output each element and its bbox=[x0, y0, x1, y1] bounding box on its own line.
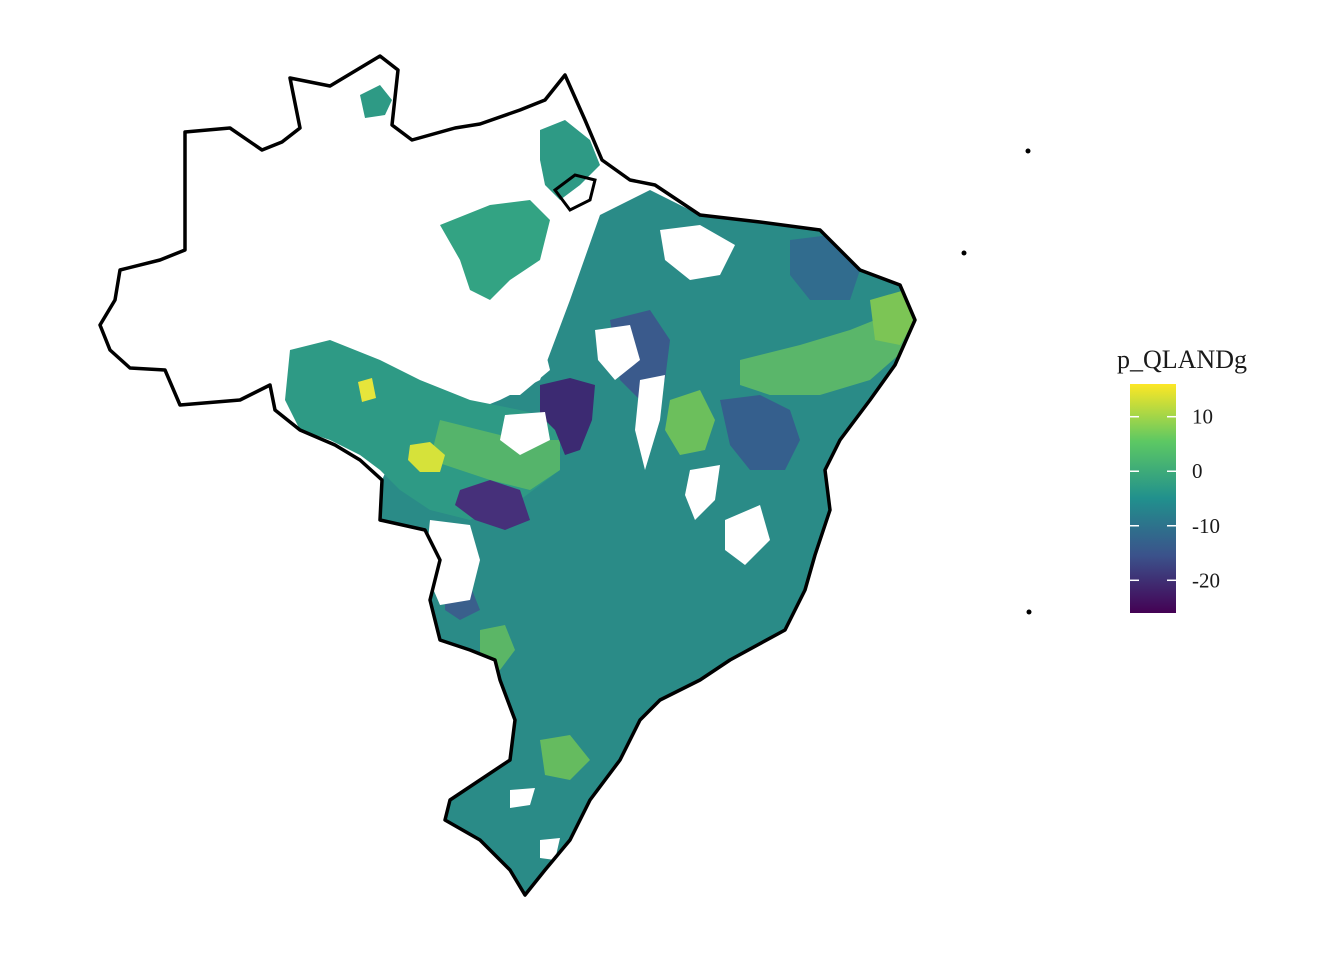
legend-colorbar bbox=[1130, 384, 1176, 613]
gap-ce bbox=[660, 225, 735, 280]
data-raster bbox=[285, 85, 915, 895]
legend-ticks: 10 0 -10 -20 bbox=[1130, 405, 1220, 592]
zone-purple-mt bbox=[455, 480, 530, 530]
legend-title: p_QLANDg bbox=[1117, 345, 1247, 374]
legend: p_QLANDg 10 0 -10 -20 bbox=[1117, 345, 1247, 613]
zone-purple-para bbox=[540, 378, 595, 455]
island-dot-2 bbox=[961, 250, 967, 256]
gap-mt-1 bbox=[500, 412, 550, 455]
zone-green-ne-tip bbox=[870, 290, 915, 345]
gap-pr bbox=[510, 788, 535, 808]
gap-central-1 bbox=[595, 325, 640, 380]
zone-green-south bbox=[540, 735, 590, 780]
island-dot-1 bbox=[1025, 148, 1031, 154]
data-region-amapa bbox=[540, 120, 600, 200]
zone-green-central bbox=[665, 390, 715, 455]
zone-blue-ba bbox=[720, 395, 800, 470]
gap-ba bbox=[725, 505, 770, 565]
gap-north-bulk bbox=[420, 300, 550, 395]
gap-pantanal bbox=[425, 520, 480, 605]
legend-tick-label: -10 bbox=[1192, 514, 1220, 538]
legend-tick-label: 10 bbox=[1192, 405, 1213, 429]
zone-green-east bbox=[740, 310, 910, 395]
gap-sc bbox=[540, 838, 560, 860]
data-region-north-patches bbox=[440, 200, 550, 300]
gap-central-2 bbox=[635, 375, 665, 470]
zone-yellow-ac bbox=[358, 378, 376, 402]
legend-tick-label: -20 bbox=[1192, 568, 1220, 592]
brazil-outline bbox=[98, 54, 917, 897]
gap-mg bbox=[685, 465, 720, 520]
zone-yellow-ro bbox=[408, 442, 445, 472]
island-dot-3 bbox=[1026, 609, 1032, 615]
marajo-island-outline bbox=[552, 173, 597, 212]
legend-tick-label: 0 bbox=[1192, 459, 1203, 483]
zone-green-mt bbox=[430, 420, 560, 490]
data-region-roraima bbox=[360, 85, 392, 118]
